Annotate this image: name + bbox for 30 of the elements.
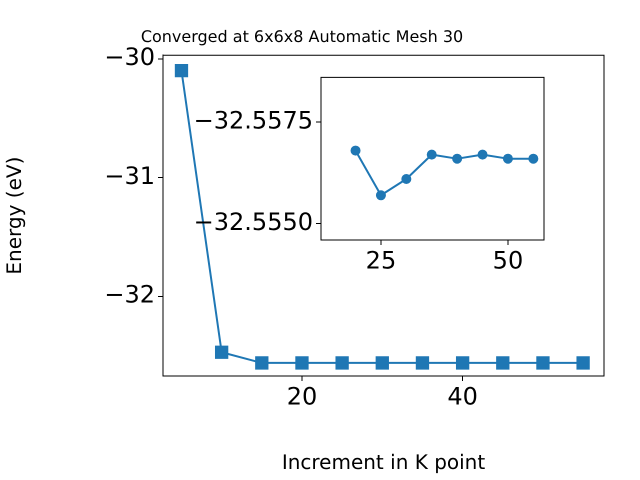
point [255,356,268,370]
point [416,356,430,370]
point [174,64,188,78]
point [536,356,550,370]
point [576,356,590,370]
point [214,346,228,359]
point [496,356,510,370]
x-tick-label: 50 [492,246,524,275]
y-tick-label: −30 [104,43,155,71]
point [456,356,470,370]
point [502,154,513,164]
point [452,154,462,164]
point [350,146,361,156]
point [335,356,349,370]
point [376,190,386,200]
point [401,174,412,184]
y-axis-title: Energy (eV) [2,156,26,275]
point [295,356,309,370]
y-tick-label: −32 [104,280,155,309]
x-tick-label: 40 [447,382,478,411]
point [528,154,538,164]
x-tick-label: 25 [366,246,396,275]
point [478,150,488,160]
y-tick-label: −32.5575 [194,106,313,134]
x-axis-title: Increment in K point [282,450,486,474]
point [426,150,437,160]
x-tick-label: 20 [286,382,318,411]
y-tick-label: −31 [104,162,155,190]
chart-title: Converged at 6x6x8 Automatic Mesh 30 [140,26,464,46]
point [376,356,389,370]
